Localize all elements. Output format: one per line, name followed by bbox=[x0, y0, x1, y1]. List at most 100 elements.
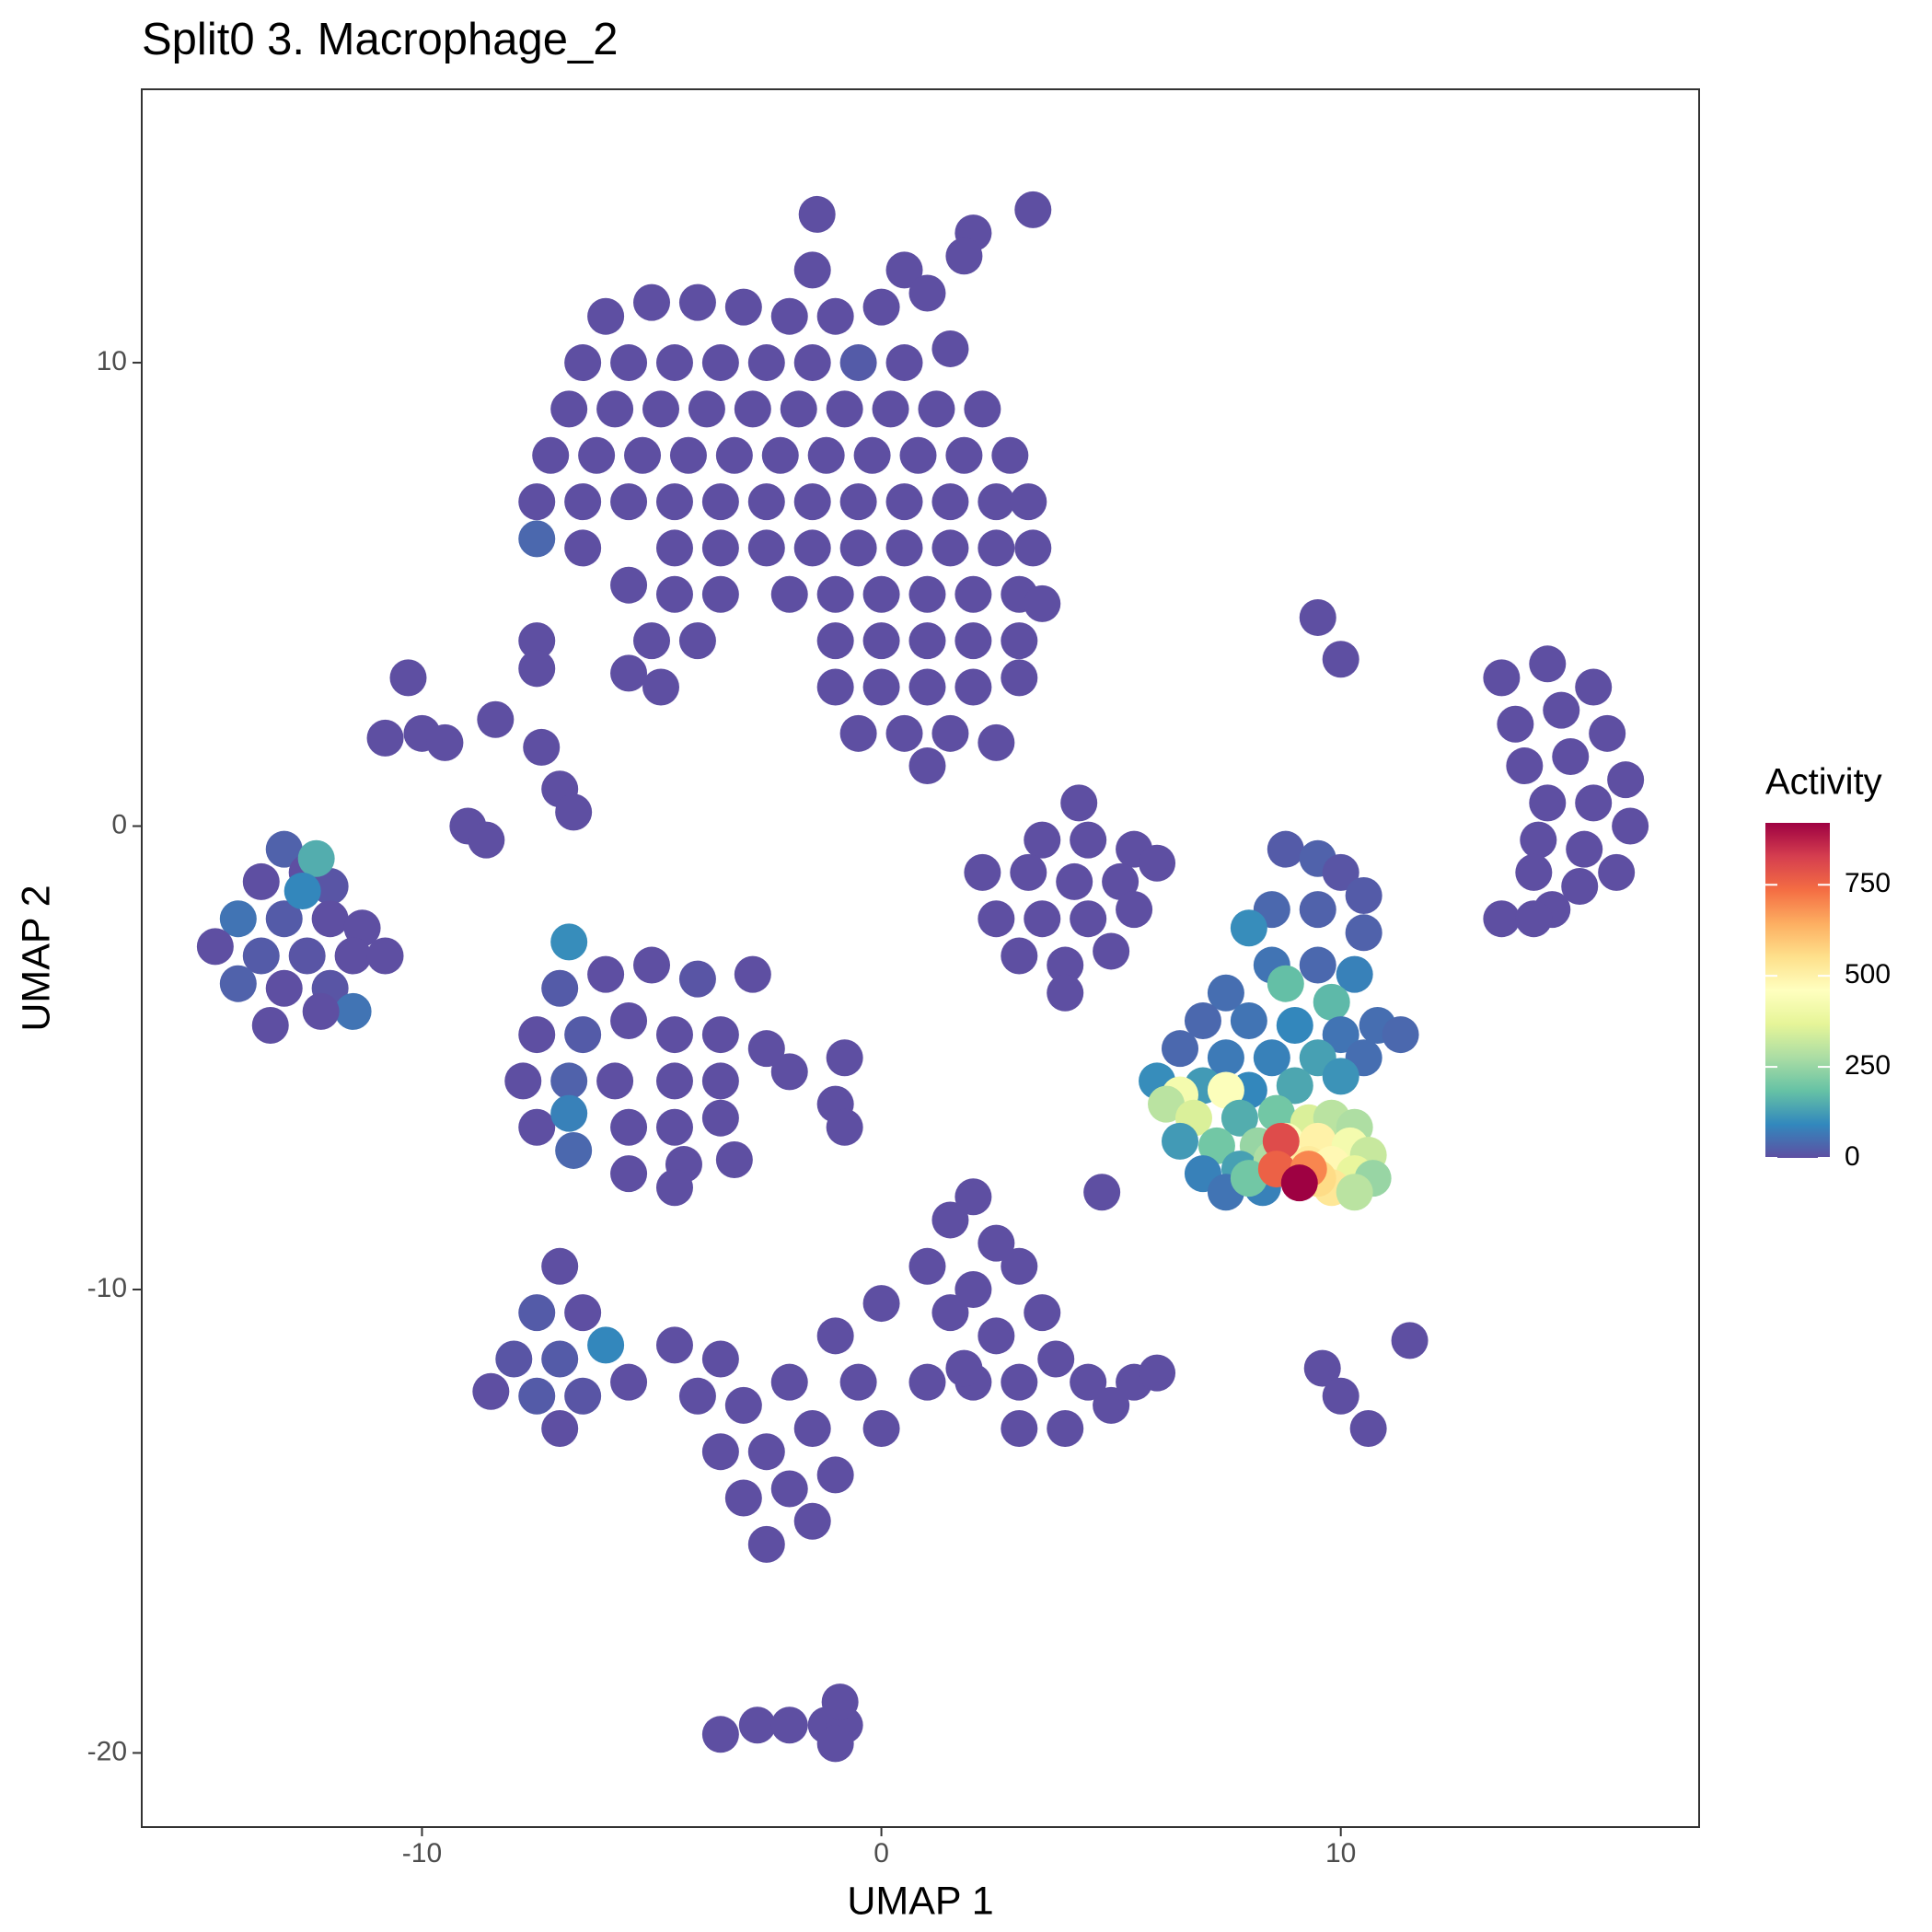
point bbox=[724, 1386, 762, 1424]
point bbox=[978, 900, 1015, 938]
point bbox=[1262, 1122, 1300, 1160]
x-axis-label: UMAP 1 bbox=[847, 1879, 993, 1923]
point bbox=[853, 436, 891, 474]
point bbox=[1162, 1122, 1198, 1160]
point bbox=[862, 1410, 900, 1448]
point bbox=[701, 344, 739, 382]
point bbox=[564, 344, 602, 382]
point bbox=[633, 622, 671, 660]
point bbox=[826, 1039, 863, 1077]
point bbox=[1083, 1174, 1121, 1211]
point bbox=[578, 436, 616, 474]
point bbox=[715, 1141, 753, 1179]
point bbox=[1276, 1067, 1313, 1105]
point bbox=[518, 622, 556, 660]
point bbox=[555, 793, 593, 831]
point bbox=[816, 297, 854, 335]
point bbox=[747, 1030, 785, 1068]
point bbox=[1014, 529, 1052, 567]
point bbox=[1483, 659, 1521, 697]
point bbox=[945, 237, 983, 275]
point bbox=[1139, 1354, 1176, 1392]
point bbox=[1280, 1164, 1318, 1202]
point bbox=[1506, 747, 1544, 785]
point bbox=[468, 821, 505, 859]
point bbox=[1575, 784, 1613, 822]
point bbox=[1336, 955, 1373, 993]
point bbox=[1070, 821, 1107, 859]
y-tick-label: -20 bbox=[87, 1736, 127, 1766]
point bbox=[991, 436, 1029, 474]
point bbox=[954, 668, 992, 706]
point bbox=[1093, 932, 1130, 970]
point bbox=[1047, 946, 1084, 984]
point bbox=[747, 529, 785, 567]
point bbox=[978, 1317, 1015, 1355]
point bbox=[1267, 965, 1304, 1002]
x-tick-label: 10 bbox=[1325, 1838, 1356, 1868]
point bbox=[1001, 622, 1038, 660]
point bbox=[839, 483, 877, 521]
point bbox=[793, 1502, 831, 1540]
point bbox=[518, 483, 556, 521]
point bbox=[908, 1363, 946, 1401]
colorbar-tick-label: 250 bbox=[1845, 1050, 1891, 1081]
point bbox=[954, 575, 992, 613]
point bbox=[954, 1270, 992, 1308]
point bbox=[862, 1285, 900, 1323]
point bbox=[541, 1247, 579, 1285]
point bbox=[610, 1108, 648, 1146]
point bbox=[1589, 714, 1626, 752]
point bbox=[862, 668, 900, 706]
colorbar-tick-label: 500 bbox=[1845, 959, 1891, 989]
point bbox=[1230, 909, 1267, 947]
point bbox=[1322, 853, 1359, 891]
point bbox=[1047, 974, 1084, 1012]
point bbox=[1322, 641, 1359, 678]
point bbox=[839, 529, 877, 567]
point bbox=[931, 483, 969, 521]
point bbox=[297, 839, 335, 877]
point bbox=[724, 1479, 762, 1517]
point bbox=[1070, 900, 1107, 938]
x-tick-label: 0 bbox=[873, 1838, 889, 1868]
point bbox=[1391, 1322, 1429, 1359]
point bbox=[555, 1131, 593, 1169]
point bbox=[885, 714, 923, 752]
point bbox=[596, 1062, 634, 1100]
point bbox=[701, 1099, 739, 1137]
point bbox=[655, 1108, 693, 1146]
point bbox=[242, 937, 280, 975]
point bbox=[816, 622, 854, 660]
point bbox=[701, 1016, 739, 1054]
point bbox=[678, 960, 716, 998]
point bbox=[839, 344, 877, 382]
point bbox=[1060, 784, 1098, 822]
point bbox=[1207, 1039, 1244, 1077]
colorbar bbox=[1765, 823, 1830, 1158]
point bbox=[770, 1706, 808, 1744]
point bbox=[1047, 1410, 1084, 1448]
point bbox=[311, 867, 349, 905]
point bbox=[1253, 1039, 1290, 1077]
point bbox=[945, 436, 983, 474]
y-tick-label: -10 bbox=[87, 1273, 127, 1303]
point bbox=[908, 575, 946, 613]
point bbox=[541, 1410, 579, 1448]
point bbox=[1093, 1386, 1130, 1424]
point bbox=[1515, 853, 1553, 891]
point bbox=[978, 483, 1015, 521]
point bbox=[747, 1525, 785, 1563]
point bbox=[518, 1294, 556, 1332]
point bbox=[1322, 1016, 1359, 1054]
point bbox=[816, 668, 854, 706]
point bbox=[366, 937, 404, 975]
point bbox=[1566, 830, 1603, 868]
point bbox=[633, 283, 671, 321]
point bbox=[541, 969, 579, 1007]
point bbox=[1162, 1030, 1198, 1068]
point bbox=[1014, 191, 1052, 228]
point bbox=[596, 390, 634, 428]
